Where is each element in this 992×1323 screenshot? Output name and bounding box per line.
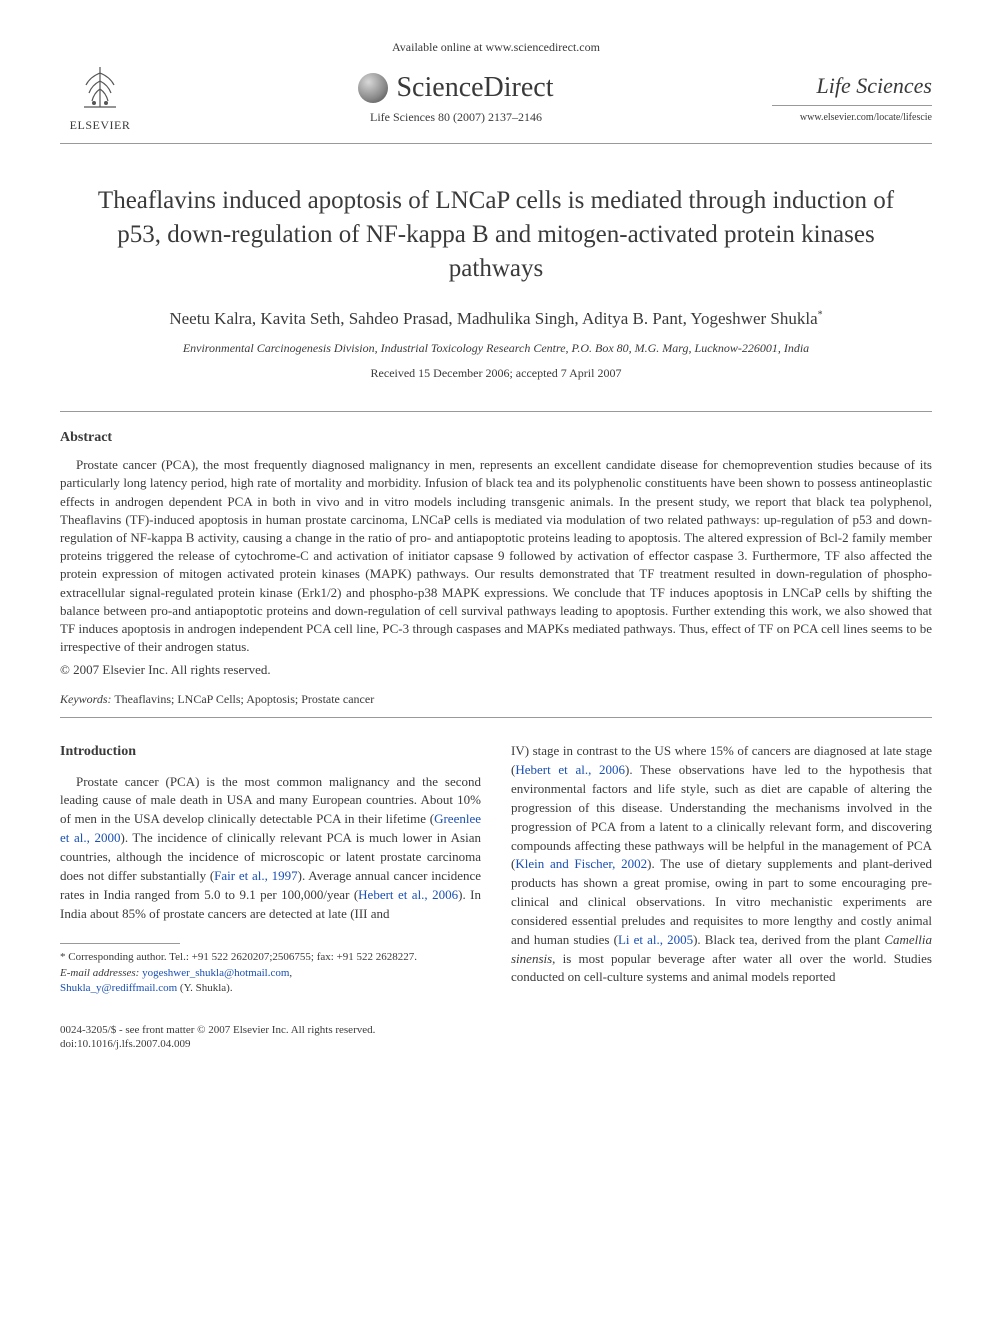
article-title: Theaflavins induced apoptosis of LNCaP c… [80, 184, 912, 285]
intro-text-1a: Prostate cancer (PCA) is the most common… [60, 774, 481, 827]
authors-line: Neetu Kalra, Kavita Seth, Sahdeo Prasad,… [60, 309, 932, 329]
abstract-text: Prostate cancer (PCA), the most frequent… [60, 456, 932, 656]
ref-link-klein[interactable]: Klein and Fischer, 2002 [515, 856, 647, 871]
publisher-logo: ELSEVIER [60, 63, 140, 133]
email-link-2[interactable]: Shukla_y@rediffmail.com [60, 982, 177, 994]
header-row: ELSEVIER ScienceDirect Life Sciences 80 … [60, 63, 932, 144]
issn-line: 0024-3205/$ - see front matter © 2007 El… [60, 1023, 375, 1038]
ref-link-li[interactable]: Li et al., 2005 [618, 932, 693, 947]
email-link-1[interactable]: yogeshwer_shukla@hotmail.com [142, 967, 289, 979]
abstract-heading: Abstract [60, 430, 932, 446]
journal-block: Life Sciences www.elsevier.com/locate/li… [772, 73, 932, 123]
intro-paragraph-right: IV) stage in contrast to the US where 15… [511, 742, 932, 987]
available-online-text: Available online at www.sciencedirect.co… [60, 40, 932, 55]
authors-text: Neetu Kalra, Kavita Seth, Sahdeo Prasad,… [169, 309, 817, 328]
divider-bottom [60, 717, 932, 718]
email-line-2: Shukla_y@rediffmail.com (Y. Shukla). [60, 981, 481, 996]
footnote-block: * Corresponding author. Tel.: +91 522 26… [60, 950, 481, 996]
citation-line: Life Sciences 80 (2007) 2137–2146 [140, 110, 772, 125]
footnote-divider [60, 943, 180, 944]
intro-text-2d: ). Black tea, derived from the plant [693, 932, 884, 947]
journal-url: www.elsevier.com/locate/lifescie [772, 112, 932, 123]
elsevier-tree-icon [60, 63, 140, 118]
header-center: ScienceDirect Life Sciences 80 (2007) 21… [140, 72, 772, 125]
sciencedirect-logo: ScienceDirect [140, 72, 772, 104]
ref-link-hebert-2[interactable]: Hebert et al., 2006 [515, 762, 625, 777]
received-accepted-dates: Received 15 December 2006; accepted 7 Ap… [60, 366, 932, 381]
abstract-copyright: © 2007 Elsevier Inc. All rights reserved… [60, 662, 932, 678]
email-line: E-mail addresses: yogeshwer_shukla@hotma… [60, 966, 481, 981]
intro-text-2b: ). These observations have led to the hy… [511, 762, 932, 871]
email-tail: (Y. Shukla). [177, 982, 232, 994]
ref-link-hebert-1[interactable]: Hebert et al., 2006 [358, 887, 458, 902]
footer-left-block: 0024-3205/$ - see front matter © 2007 El… [60, 1023, 481, 1053]
email-sep: , [289, 967, 292, 979]
corresponding-star-icon: * [818, 310, 823, 321]
introduction-heading: Introduction [60, 742, 481, 762]
column-right: IV) stage in contrast to the US where 15… [511, 742, 932, 1052]
intro-text-2e: , is most popular beverage after water a… [511, 951, 932, 985]
column-left: Introduction Prostate cancer (PCA) is th… [60, 742, 481, 1052]
body-columns: Introduction Prostate cancer (PCA) is th… [60, 742, 932, 1052]
divider-top [60, 411, 932, 412]
affiliation: Environmental Carcinogenesis Division, I… [60, 341, 932, 356]
sciencedirect-orb-icon [358, 73, 388, 103]
ref-link-fair[interactable]: Fair et al., 1997 [214, 868, 298, 883]
journal-name: Life Sciences [772, 73, 932, 106]
intro-paragraph-left: Prostate cancer (PCA) is the most common… [60, 773, 481, 924]
publisher-name: ELSEVIER [60, 118, 140, 133]
corresponding-author-line: * Corresponding author. Tel.: +91 522 26… [60, 950, 481, 965]
email-label: E-mail addresses: [60, 967, 139, 979]
doi-line: doi:10.1016/j.lfs.2007.04.009 [60, 1037, 375, 1052]
keywords-text: Theaflavins; LNCaP Cells; Apoptosis; Pro… [112, 692, 375, 706]
keywords-line: Keywords: Theaflavins; LNCaP Cells; Apop… [60, 692, 932, 707]
keywords-label: Keywords: [60, 692, 112, 706]
sciencedirect-text: ScienceDirect [396, 72, 553, 104]
